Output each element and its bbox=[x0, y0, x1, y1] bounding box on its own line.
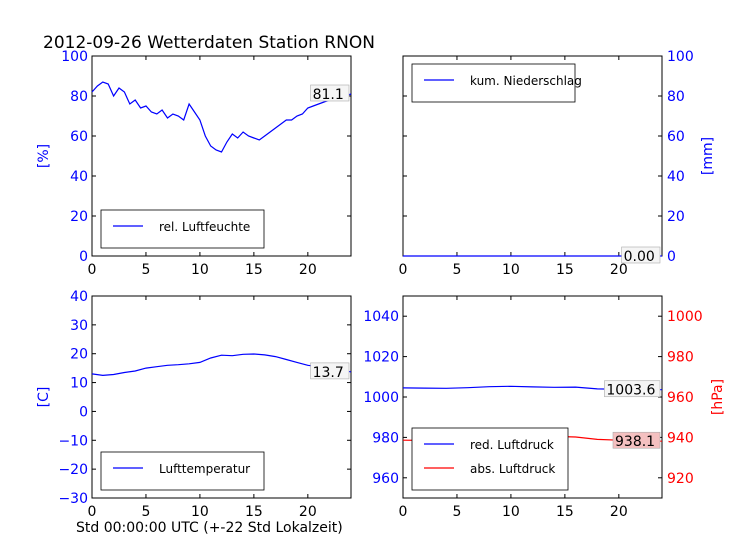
x-tick-label: 10 bbox=[191, 504, 209, 520]
y-tick-label: −30 bbox=[58, 491, 88, 507]
legend-label: rel. Luftfeuchte bbox=[159, 220, 250, 234]
x-tick-label: 5 bbox=[452, 504, 461, 520]
x-tick-label: 0 bbox=[399, 262, 408, 278]
y-tick-label: 960 bbox=[372, 471, 399, 487]
y-tick-label: 80 bbox=[70, 89, 88, 105]
x-tick-label: 10 bbox=[191, 262, 209, 278]
legend-box bbox=[411, 427, 569, 491]
legend: Lufttemperatur bbox=[100, 451, 265, 491]
legend: kum. Niederschlag bbox=[411, 63, 582, 103]
current-value-label: 1003.6 bbox=[606, 383, 655, 399]
chart-panel-bottom-right: 0 5 10 15 20 960 980 1000 1020 1040 920 940 960 980 10… bbox=[363, 295, 726, 520]
x-tick-label: 0 bbox=[399, 504, 408, 520]
x-tick-label: 10 bbox=[502, 504, 520, 520]
legend-label: red. Luftdruck bbox=[470, 438, 554, 452]
x-tick-label: 0 bbox=[88, 262, 97, 278]
x-tick-label: 5 bbox=[452, 262, 461, 278]
chart-panel-top-left: 0 5 10 15 20 0 20 40 60 80 100 [%] rel. Luftfeuchte 8… bbox=[36, 49, 352, 278]
x-tick-label: 20 bbox=[610, 262, 628, 278]
x-tick-label: 5 bbox=[141, 504, 150, 520]
legend-label: Lufttemperatur bbox=[159, 462, 250, 476]
current-value-label: 938.1 bbox=[615, 434, 655, 450]
legend-label: abs. Luftdruck bbox=[470, 462, 555, 476]
y-tick-label: 20 bbox=[667, 209, 685, 225]
x-tick-label: 20 bbox=[610, 504, 628, 520]
figure-title: 2012-09-26 Wetterdaten Station RNON bbox=[43, 33, 375, 53]
x-tick-label: 10 bbox=[502, 262, 520, 278]
y2-tick-label: 940 bbox=[667, 430, 694, 446]
legend-box bbox=[100, 451, 265, 491]
y-tick-label: 100 bbox=[61, 49, 88, 65]
y-tick-label: 60 bbox=[667, 129, 685, 145]
legend-box bbox=[411, 63, 576, 103]
current-value-label: 0.00 bbox=[624, 249, 655, 265]
y-tick-label: 980 bbox=[372, 430, 399, 446]
series-line-1 bbox=[91, 81, 352, 153]
x-tick-label: 20 bbox=[299, 262, 317, 278]
value-box bbox=[310, 84, 350, 102]
plot-frame bbox=[91, 55, 352, 257]
x-tick-label: 15 bbox=[245, 504, 263, 520]
y-tick-label: 0 bbox=[79, 249, 88, 265]
chart-panel-bottom-left: 0 5 10 15 20 −30 −20 −10 0 10 20 30 40 [C] Lufttempera… bbox=[36, 289, 352, 520]
y-tick-label: 60 bbox=[70, 129, 88, 145]
y-axis-label: [mm] bbox=[700, 137, 716, 175]
x-axis-label: Std 00:00:00 UTC (+-22 Std Lokalzeit) bbox=[76, 520, 343, 536]
y2-tick-label: 920 bbox=[667, 471, 694, 487]
plot-frame bbox=[91, 295, 352, 499]
value-box bbox=[310, 362, 350, 380]
chart-panel-top-right: 0 5 10 15 20 0 20 40 60 80 100 [mm] kum. Niederschla… bbox=[399, 49, 716, 278]
y2-tick-label: 980 bbox=[667, 350, 694, 366]
x-tick-label: 15 bbox=[556, 262, 574, 278]
x-tick-label: 5 bbox=[141, 262, 150, 278]
y-tick-label: 40 bbox=[70, 169, 88, 185]
y-tick-label: −20 bbox=[58, 462, 88, 478]
y-tick-label: 20 bbox=[70, 347, 88, 363]
y-tick-label: 40 bbox=[667, 169, 685, 185]
y-tick-label: 10 bbox=[70, 376, 88, 392]
legend: rel. Luftfeuchte bbox=[100, 209, 265, 249]
series-line-1 bbox=[91, 353, 352, 377]
y-tick-label: 80 bbox=[667, 89, 685, 105]
y-tick-label: 1000 bbox=[363, 390, 399, 406]
x-tick-label: 15 bbox=[245, 262, 263, 278]
y-axis-label: [%] bbox=[36, 144, 52, 168]
legend-label: kum. Niederschlag bbox=[470, 74, 582, 88]
y-axis-label: [hPa] bbox=[710, 379, 726, 415]
y-tick-label: 40 bbox=[70, 289, 88, 305]
y-tick-label: −10 bbox=[58, 433, 88, 449]
value-box bbox=[612, 431, 661, 449]
y-tick-label: 0 bbox=[667, 249, 676, 265]
legend: red. Luftdruck abs. Luftdruck bbox=[411, 427, 569, 491]
x-tick-label: 0 bbox=[88, 504, 97, 520]
current-value-label: 13.7 bbox=[313, 365, 344, 381]
y-tick-label: 30 bbox=[70, 318, 88, 334]
current-value-label: 81.1 bbox=[313, 87, 344, 103]
x-tick-label: 15 bbox=[556, 504, 574, 520]
y-tick-label: 100 bbox=[667, 49, 694, 65]
y-tick-label: 20 bbox=[70, 209, 88, 225]
value-box bbox=[621, 246, 661, 264]
y-tick-label: 1040 bbox=[363, 309, 399, 325]
legend-box bbox=[100, 209, 265, 249]
x-tick-label: 20 bbox=[299, 504, 317, 520]
y-axis-label: [C] bbox=[36, 387, 52, 408]
y2-tick-label: 960 bbox=[667, 390, 694, 406]
y-tick-label: 0 bbox=[79, 404, 88, 420]
y2-tick-label: 1000 bbox=[667, 309, 703, 325]
value-box bbox=[604, 380, 661, 398]
y-tick-label: 1020 bbox=[363, 350, 399, 366]
